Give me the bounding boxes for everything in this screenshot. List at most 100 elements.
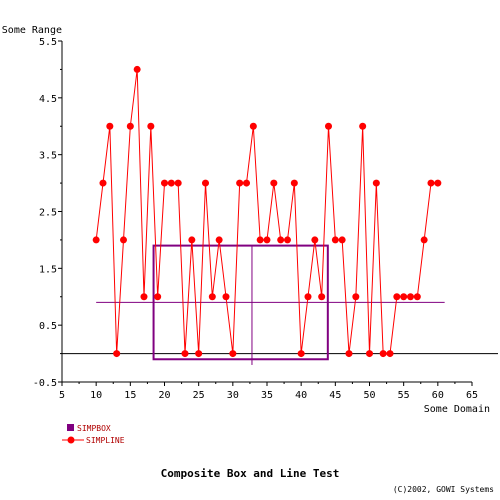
simpline-point-31	[236, 179, 244, 187]
y-tick-1: 0.5	[39, 321, 62, 332]
simpline-point-19	[154, 293, 162, 301]
copyright-text: (C)2002, GOWI Systems	[393, 485, 494, 494]
simpline-point-53	[386, 350, 394, 358]
x-tick-30: 30	[227, 382, 239, 401]
axes: 5 10 15 20 25 30 35 40 45 50 55 60 65 -0.5 0.5 1.5 2.5 3.…	[33, 37, 478, 401]
x-tick-55: 55	[398, 382, 410, 401]
simpline-point-50	[366, 350, 373, 358]
y-tick-0: -0.5	[33, 378, 62, 389]
x-tick-15: 15	[124, 382, 136, 401]
x-tick-35: 35	[261, 382, 273, 401]
simpline-point-24	[188, 236, 196, 244]
y-tick-label-2: 1.5	[39, 264, 57, 275]
simpline-point-41	[304, 293, 312, 301]
simpline-point-38	[284, 236, 291, 244]
simpline-point-12	[106, 122, 114, 130]
simpline-point-20	[161, 179, 168, 187]
x-tick-40: 40	[295, 382, 307, 401]
simpline-point-44	[325, 122, 332, 130]
x-tick-25: 25	[193, 382, 205, 401]
y-tick-2: 1.5	[39, 264, 62, 275]
x-tick-50: 50	[363, 382, 376, 401]
simpline-point-54	[393, 293, 401, 301]
simpline-point-48	[352, 293, 360, 301]
x-tick-label-5: 5	[59, 390, 65, 401]
x-tick-label-50: 50	[363, 390, 375, 401]
simpline-point-39	[290, 179, 298, 187]
simpline-point-56	[407, 293, 414, 301]
simpline-point-22	[174, 179, 182, 187]
simpline-point-18	[147, 122, 155, 130]
y-tick-6: 5.5	[39, 37, 62, 48]
chart-title: Composite Box and Line Test	[161, 467, 340, 480]
y-tick-label-4: 3.5	[39, 151, 57, 162]
simpline-point-47	[345, 350, 353, 358]
x-tick-5: 5	[59, 382, 65, 401]
x-tick-10: 10	[90, 382, 102, 401]
simpline-point-28	[215, 236, 223, 244]
y-tick-label-5: 4.5	[39, 94, 57, 105]
x-tick-label-30: 30	[227, 390, 239, 401]
legend-label-simpbox: SIMPBOX	[77, 424, 111, 433]
simpline-point-55	[400, 293, 408, 301]
x-tick-label-15: 15	[124, 390, 136, 401]
y-tick-4: 3.5	[39, 151, 62, 162]
x-tick-45: 45	[329, 382, 341, 401]
box-layer	[62, 244, 498, 365]
x-tick-65: 65	[466, 382, 478, 401]
simpline-point-49	[359, 122, 367, 130]
simpline-point-33	[249, 122, 257, 130]
x-axis-label: Some Domain	[424, 404, 490, 415]
y-tick-3: 2.5	[39, 208, 62, 219]
simpline-point-34	[256, 236, 264, 244]
simpline-point-27	[208, 293, 216, 301]
simpline-point-45	[331, 236, 339, 244]
simpline-point-26	[202, 179, 209, 187]
line-layer	[92, 65, 442, 358]
legend: SIMPBOX SIMPLINE	[62, 424, 125, 445]
x-tick-label-60: 60	[432, 390, 444, 401]
y-tick-label-0: -0.5	[33, 378, 57, 389]
x-tick-label-55: 55	[398, 390, 410, 401]
x-tick-60: 60	[432, 382, 444, 401]
simpline-point-25	[195, 350, 203, 358]
x-tick-20: 20	[158, 382, 171, 401]
legend-swatch-simpbox	[67, 424, 74, 431]
simpline-point-52	[379, 350, 387, 358]
simpline-point-32	[243, 179, 250, 187]
simpline-point-60	[434, 179, 442, 187]
simpline-series-line	[95, 69, 438, 355]
simpline-point-23	[181, 350, 189, 358]
simpline-point-59	[427, 179, 435, 187]
y-tick-label-1: 0.5	[39, 321, 57, 332]
simpline-point-35	[263, 236, 271, 244]
simpline-point-16	[133, 65, 141, 73]
simpline-point-58	[420, 236, 428, 244]
simpline-point-42	[311, 236, 319, 244]
legend-swatch-simpline-marker	[67, 436, 75, 444]
simpline-point-30	[229, 350, 237, 358]
x-tick-label-20: 20	[158, 390, 170, 401]
simpline-point-46	[338, 236, 346, 244]
simpline-point-15	[126, 122, 134, 130]
simpline-point-43	[318, 293, 326, 301]
simpline-point-36	[270, 179, 278, 187]
x-tick-label-65: 65	[466, 390, 478, 401]
simpline-point-57	[413, 293, 421, 301]
box-rect	[152, 244, 329, 361]
x-tick-label-10: 10	[90, 390, 102, 401]
y-axis-label: Some Range	[2, 25, 62, 36]
y-tick-label-6: 5.5	[39, 37, 57, 48]
simpline-point-51	[372, 179, 380, 187]
y-tick-label-3: 2.5	[39, 208, 57, 219]
simpline-point-14	[120, 236, 127, 244]
simpline-point-21	[167, 179, 175, 187]
simpline-point-17	[140, 293, 148, 301]
simpline-point-29	[222, 293, 230, 301]
simpline-point-10	[92, 236, 100, 244]
x-tick-label-25: 25	[193, 390, 205, 401]
simpline-point-13	[113, 350, 121, 358]
x-tick-label-40: 40	[295, 390, 307, 401]
y-tick-5: 4.5	[39, 94, 62, 105]
